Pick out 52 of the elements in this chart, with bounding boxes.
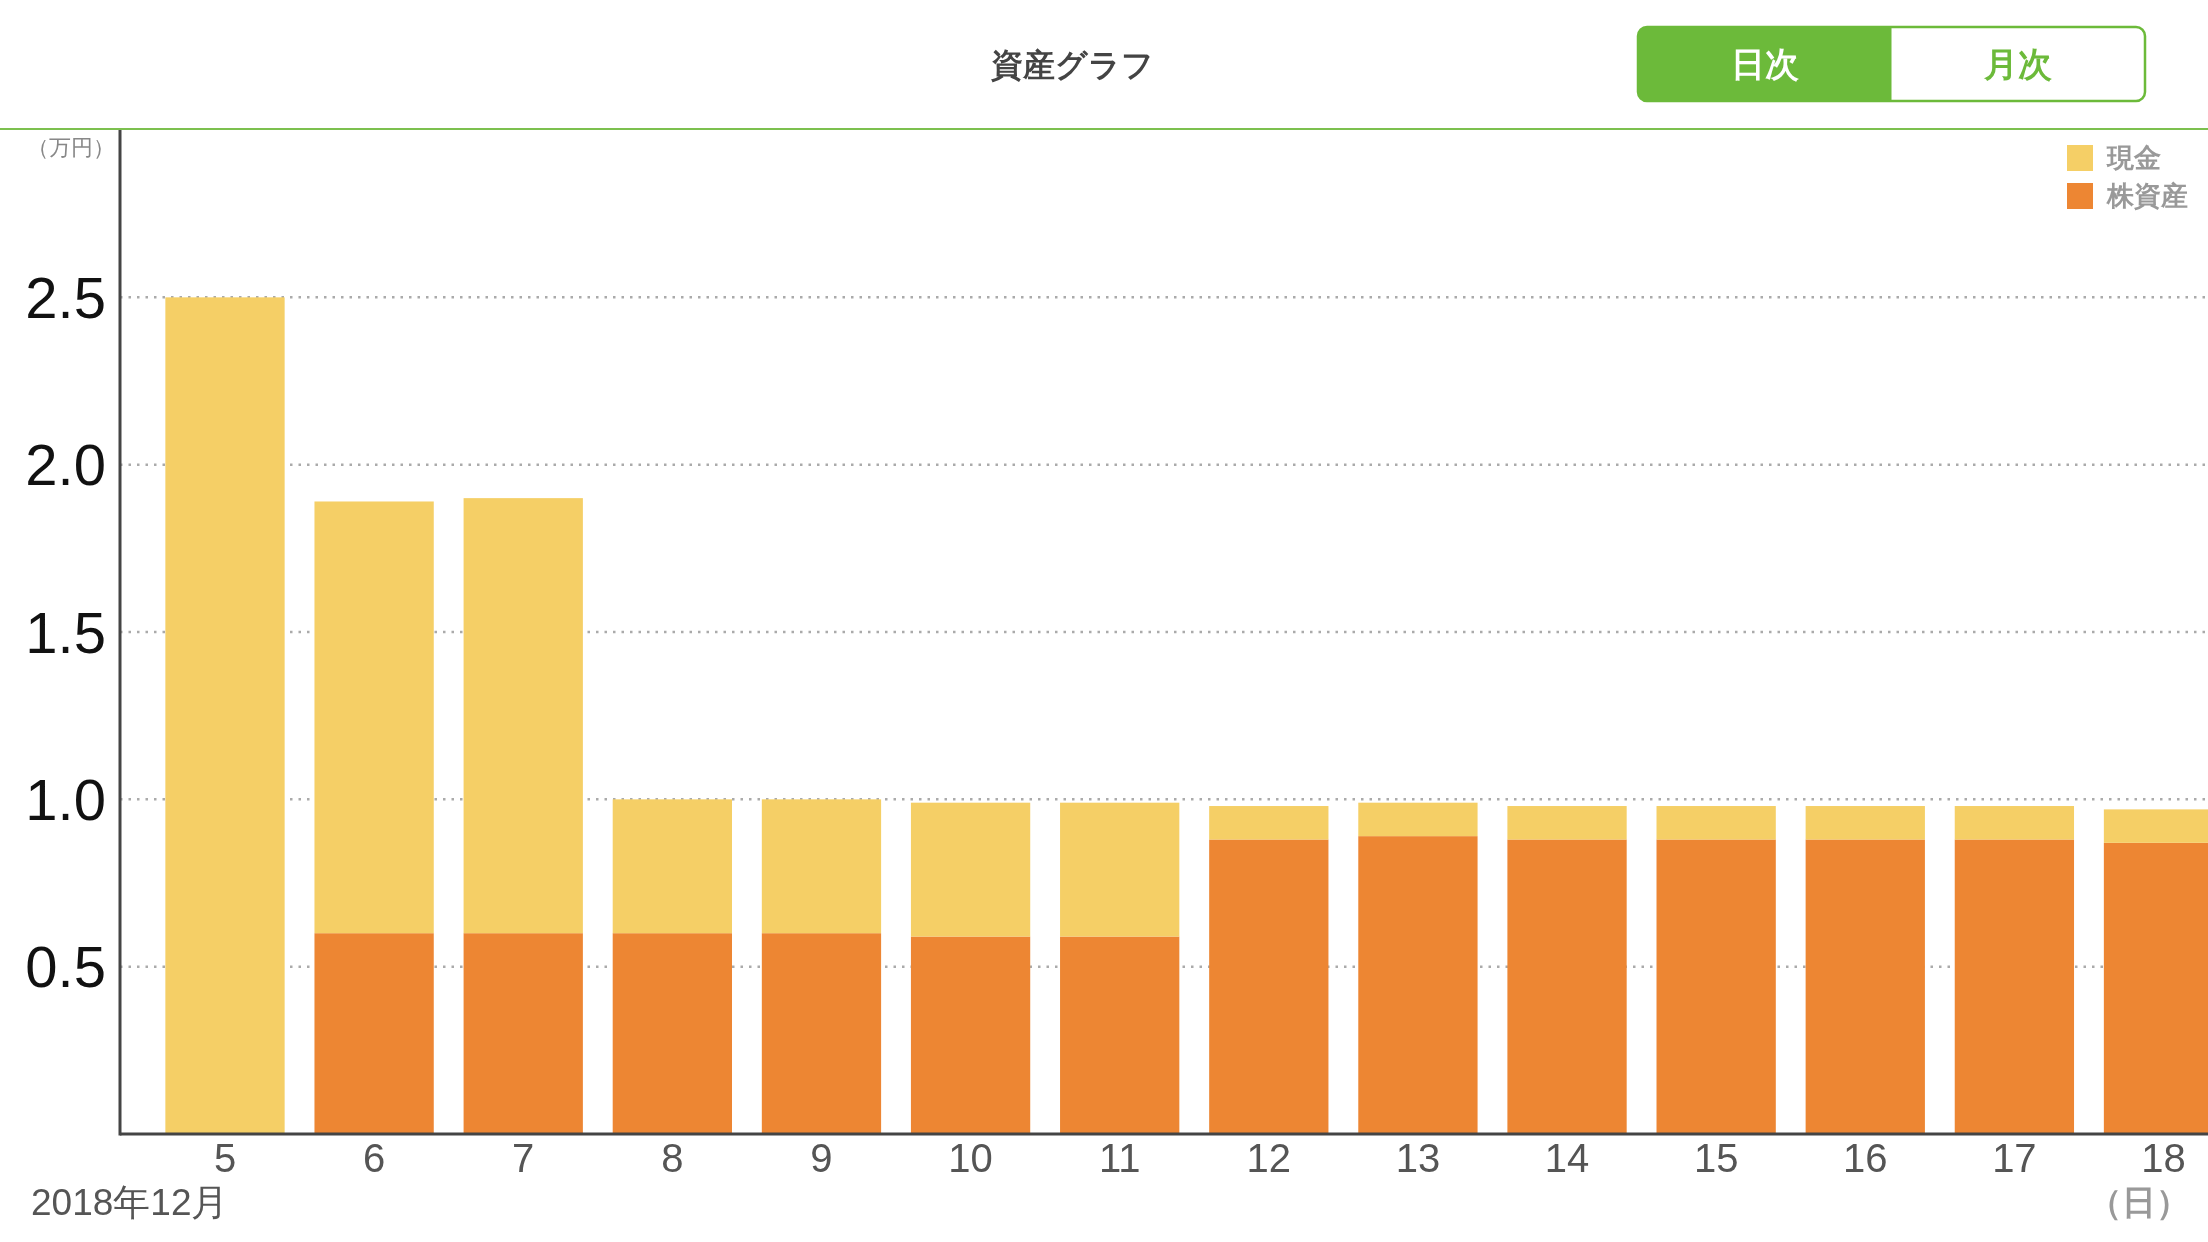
bar [1805, 806, 1925, 840]
bar [314, 501, 434, 934]
x-tick-label: 12 [1246, 1136, 1292, 1180]
y-axis-title: （万円） [27, 134, 115, 160]
text: 月次 [1983, 45, 2053, 83]
x-tick-label: 9 [810, 1136, 833, 1180]
bar [463, 498, 583, 934]
x-tick-label: 14 [1544, 1136, 1590, 1180]
y-tick-label: 2.5 [25, 264, 106, 330]
x-tick-label: 16 [1843, 1136, 1888, 1180]
bar [1507, 806, 1627, 840]
bar [1209, 839, 1329, 1134]
bar [1507, 839, 1627, 1134]
bar [1954, 806, 2075, 840]
x-axis-title: （日） [2088, 1183, 2190, 1221]
bar [1656, 839, 1776, 1134]
bar [1060, 802, 1180, 937]
legend-label: 現金 [2106, 143, 2161, 173]
bar [165, 297, 285, 1134]
bar [1209, 806, 1329, 840]
chart-title: 資産グラフ [989, 47, 1154, 83]
x-tick-label: 5 [213, 1136, 237, 1180]
x-tick-label: 7 [512, 1136, 535, 1180]
bar [1805, 839, 1925, 1134]
bar [910, 802, 1031, 937]
bar [761, 799, 882, 934]
x-tick-label: 18 [2141, 1136, 2186, 1180]
legend-label: 株資産 [2106, 181, 2188, 211]
y-tick-label: 0.5 [25, 934, 106, 1000]
bar [1954, 839, 2075, 1134]
y-tick-label: 1.0 [25, 766, 106, 832]
bar [463, 933, 583, 1134]
bar [612, 799, 732, 934]
bar [1358, 836, 1478, 1134]
text: 2018年12月 [31, 1181, 229, 1223]
x-tick-label: 11 [1098, 1136, 1141, 1180]
bar [1358, 802, 1478, 837]
bar [612, 933, 732, 1134]
x-tick-label: 8 [661, 1136, 684, 1180]
bar [1656, 806, 1776, 840]
x-tick-label: 17 [1992, 1136, 2037, 1180]
y-tick-label: 2.0 [25, 432, 106, 498]
x-tick-label: 6 [362, 1136, 386, 1180]
y-tick-label: 1.5 [25, 599, 106, 665]
x-tick-label: 13 [1395, 1136, 1441, 1180]
x-tick-label: 15 [1693, 1136, 1739, 1180]
bar [314, 933, 434, 1134]
x-tick-label: 10 [948, 1136, 993, 1180]
text: 日次 [1730, 45, 1799, 83]
bar [1060, 936, 1180, 1134]
bar [910, 936, 1031, 1134]
bar [761, 933, 882, 1134]
